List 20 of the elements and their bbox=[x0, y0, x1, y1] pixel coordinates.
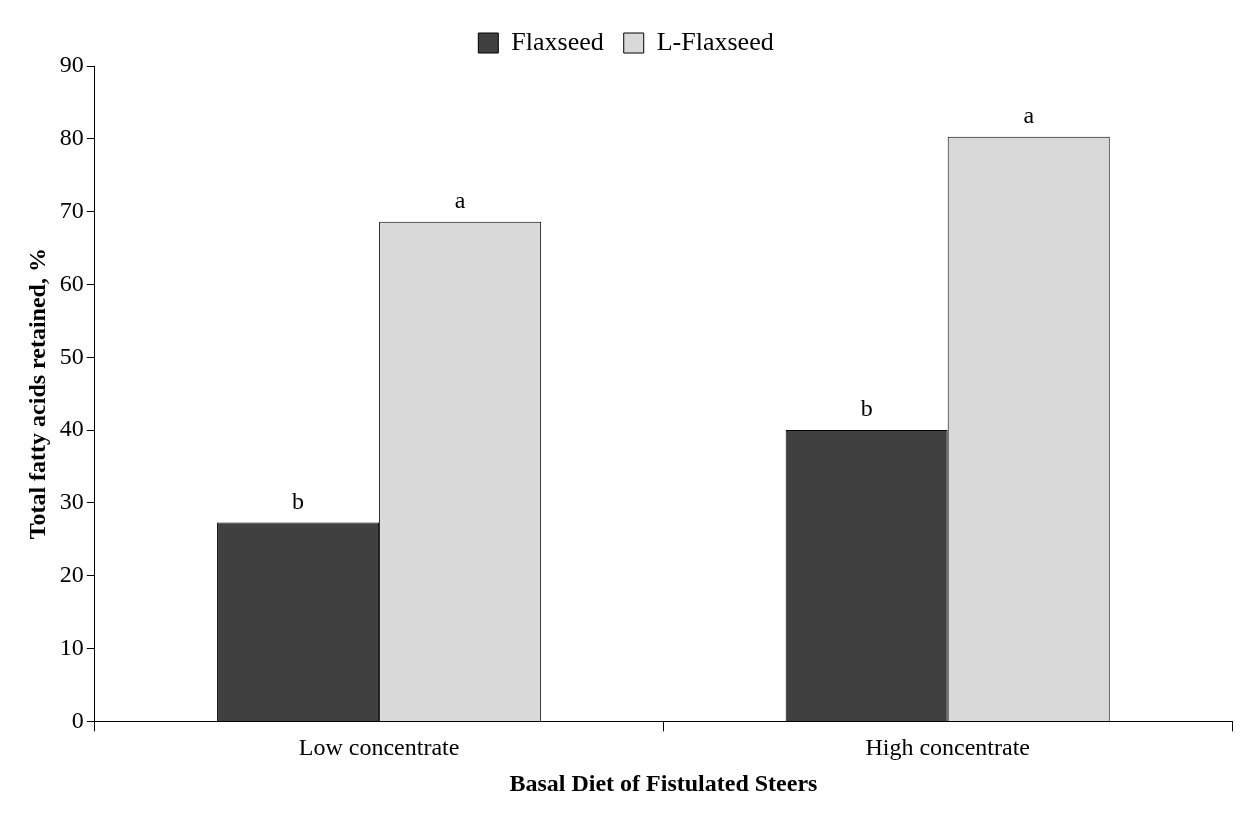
data-label: b bbox=[292, 487, 305, 514]
y-tick-label: 50 bbox=[59, 342, 84, 369]
x-axis-title: Basal Diet of Fistulated Steers bbox=[509, 769, 818, 796]
y-tick-label: 20 bbox=[59, 561, 84, 588]
y-tick-label: 70 bbox=[59, 196, 84, 223]
y-tick-label: 40 bbox=[59, 415, 84, 442]
y-tick-label: 10 bbox=[59, 633, 84, 660]
y-tick-label: 30 bbox=[59, 488, 84, 515]
data-label: a bbox=[1023, 101, 1035, 128]
x-tick-label: High concentrate bbox=[865, 734, 1030, 761]
y-axis-title: Total fatty acids retained, % bbox=[23, 248, 50, 540]
legend-label: Flaxseed bbox=[511, 26, 604, 56]
data-label: b bbox=[860, 395, 873, 422]
y-tick-label: 90 bbox=[59, 51, 84, 78]
x-tick-label: Low concentrate bbox=[298, 734, 460, 761]
legend-label: L-Flaxseed bbox=[656, 26, 774, 56]
y-tick-label: 80 bbox=[59, 124, 84, 151]
data-label: a bbox=[454, 187, 466, 214]
y-tick-label: 60 bbox=[59, 269, 84, 296]
y-tick-label: 0 bbox=[71, 706, 84, 733]
